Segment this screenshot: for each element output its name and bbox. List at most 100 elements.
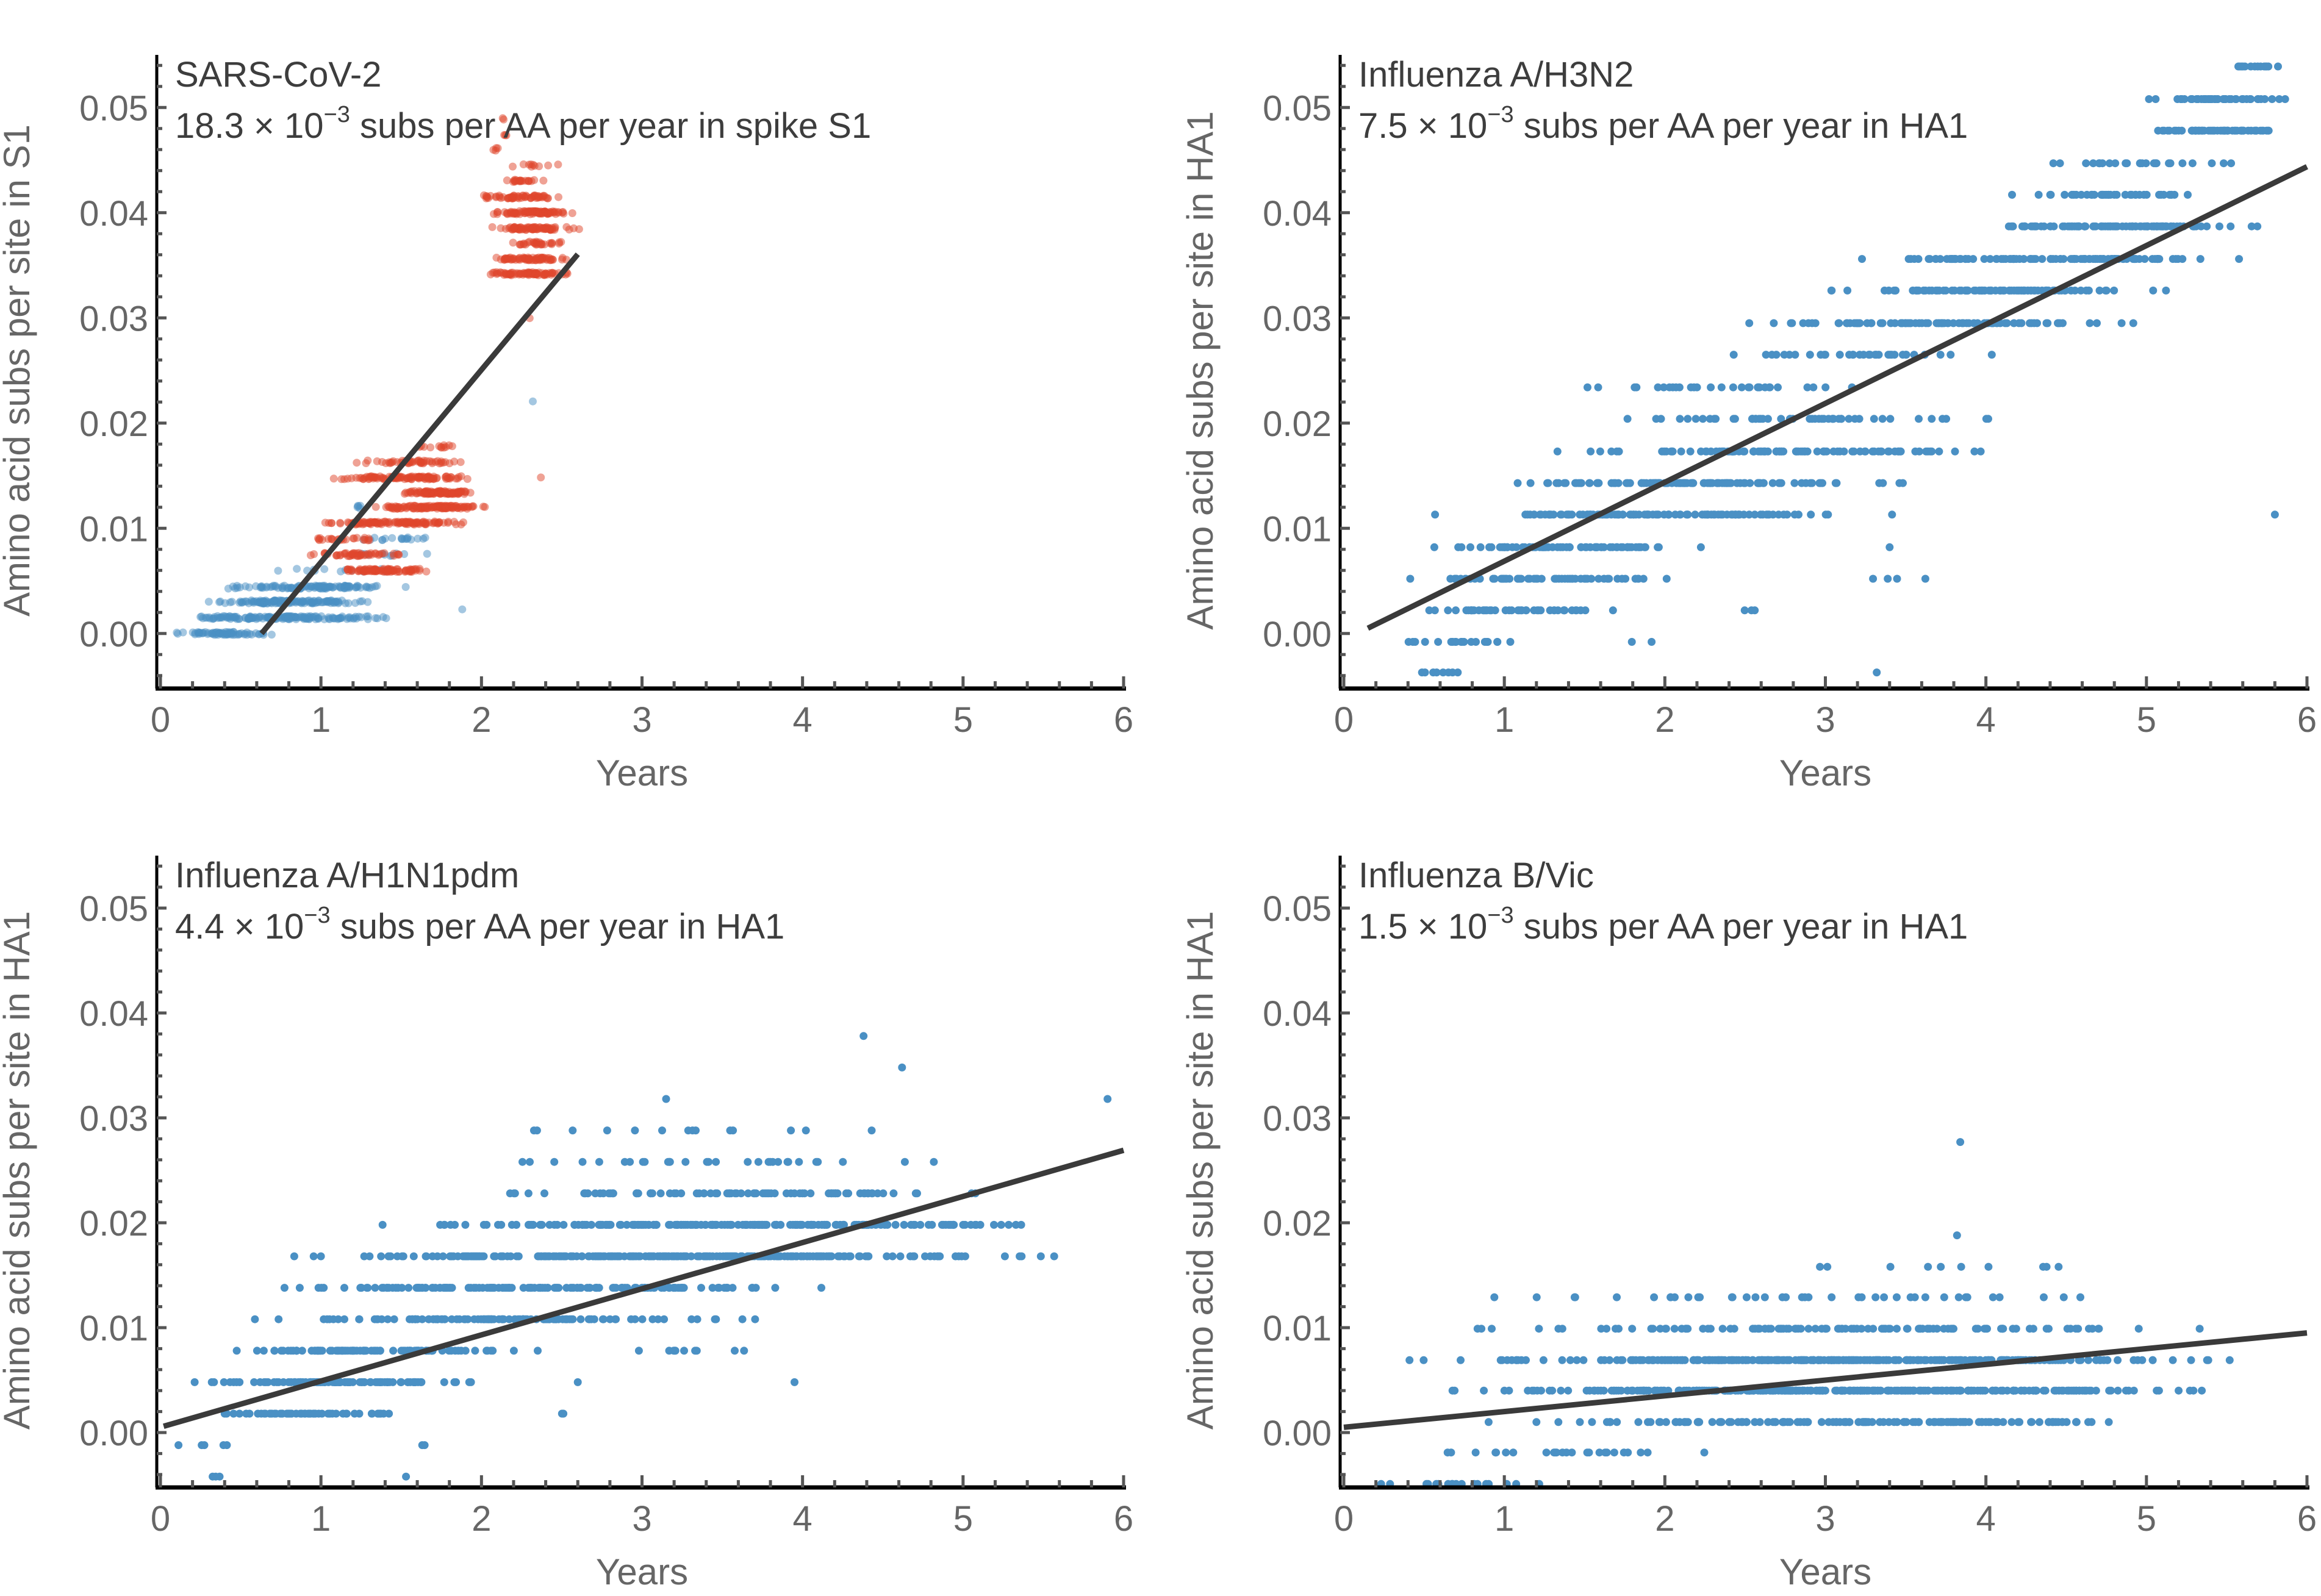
x-tick-label: 4: [793, 1499, 813, 1539]
data-point: [536, 1220, 544, 1229]
data-point: [382, 1284, 391, 1292]
data-point: [2104, 190, 2112, 199]
data-point: [772, 1220, 781, 1229]
data-point: [1615, 447, 1623, 456]
data-point: [261, 1409, 270, 1418]
data-point: [2268, 95, 2276, 103]
data-point: [377, 1252, 386, 1261]
data-point: [1988, 1386, 1996, 1395]
data-point: [2092, 1386, 2100, 1395]
data-point: [1858, 255, 1866, 263]
data-point: [2041, 1386, 2050, 1395]
data-point: [1917, 1386, 1925, 1395]
y-tick-label: 0.02: [79, 1204, 148, 1244]
y-tick-label: 0.01: [1263, 509, 1332, 549]
data-point: [2196, 255, 2204, 263]
data-point: [1759, 510, 1767, 519]
data-point-red: [539, 209, 548, 217]
data-point: [900, 1220, 908, 1229]
data-point: [712, 1252, 721, 1261]
data-point: [1457, 638, 1465, 646]
data-point: [1583, 1448, 1591, 1457]
x-tick-label: 5: [2137, 700, 2156, 740]
data-point: [1933, 286, 1942, 295]
data-point: [2028, 1418, 2036, 1426]
data-point: [2089, 159, 2098, 168]
data-point: [1502, 1448, 1510, 1457]
data-point: [470, 1284, 478, 1292]
data-point: [1793, 1418, 1802, 1426]
data-point: [603, 1126, 611, 1135]
data-point: [470, 1315, 478, 1323]
data-point: [1405, 1356, 1414, 1364]
data-point-red: [501, 131, 509, 140]
data-point: [1845, 1386, 1854, 1395]
data-point: [900, 1158, 909, 1166]
data-point: [2061, 190, 2069, 199]
data-point: [1526, 479, 1535, 487]
data-point: [305, 614, 314, 622]
data-point: [229, 1409, 238, 1418]
data-point-red: [371, 518, 379, 527]
data-point: [245, 615, 253, 623]
data-point: [1904, 255, 1913, 263]
data-point-red: [517, 223, 525, 232]
data-point: [1005, 1220, 1013, 1229]
data-point: [2072, 1418, 2080, 1426]
data-point-red: [414, 456, 422, 465]
data-point: [290, 1252, 298, 1261]
data-point: [257, 582, 266, 590]
data-point: [518, 1158, 526, 1166]
scatter-points: [173, 114, 583, 639]
data-point-red: [539, 176, 548, 185]
data-point: [440, 1220, 448, 1229]
data-point: [712, 1158, 720, 1166]
data-point: [1955, 1386, 1964, 1395]
data-point-red: [357, 474, 365, 482]
data-point: [2151, 159, 2160, 168]
data-point: [2215, 222, 2223, 231]
data-point: [314, 615, 323, 623]
data-point: [1734, 510, 1743, 519]
data-point: [2029, 1386, 2038, 1395]
data-point: [209, 1472, 217, 1481]
data-point: [1404, 638, 1413, 646]
data-point: [559, 1220, 568, 1229]
data-point: [440, 1378, 448, 1386]
data-point: [1595, 574, 1603, 583]
data-point: [1687, 383, 1695, 392]
data-point: [2126, 190, 2135, 199]
data-point-red: [509, 210, 518, 218]
data-point: [2029, 286, 2038, 295]
data-point: [990, 1220, 998, 1229]
data-point: [1017, 1220, 1025, 1229]
data-point: [1821, 447, 1829, 456]
data-point: [453, 1315, 461, 1323]
x-tick-label: 2: [472, 700, 491, 740]
data-point: [1896, 447, 1905, 456]
data-point: [1976, 447, 1985, 456]
data-point: [1958, 319, 1967, 327]
data-point: [499, 1284, 508, 1292]
data-point: [626, 1158, 634, 1166]
x-tick-label: 6: [1114, 1499, 1133, 1539]
data-point: [1987, 351, 1996, 359]
data-point: [750, 1189, 759, 1198]
data-point: [340, 1315, 348, 1323]
data-point: [270, 596, 278, 605]
data-point: [529, 397, 537, 406]
data-point: [1406, 574, 1415, 583]
data-point: [1668, 447, 1676, 456]
data-point: [806, 1220, 815, 1229]
data-point: [1890, 1418, 1898, 1426]
data-point: [1530, 510, 1538, 519]
x-axis-title: Years: [1779, 753, 1871, 793]
data-point-red: [532, 256, 540, 265]
data-point: [1585, 479, 1593, 487]
data-point: [1708, 1418, 1717, 1426]
data-point: [1777, 479, 1785, 487]
data-point: [1774, 510, 1783, 519]
data-point: [633, 1189, 640, 1198]
data-point: [671, 1220, 680, 1229]
data-point: [1700, 1448, 1709, 1457]
